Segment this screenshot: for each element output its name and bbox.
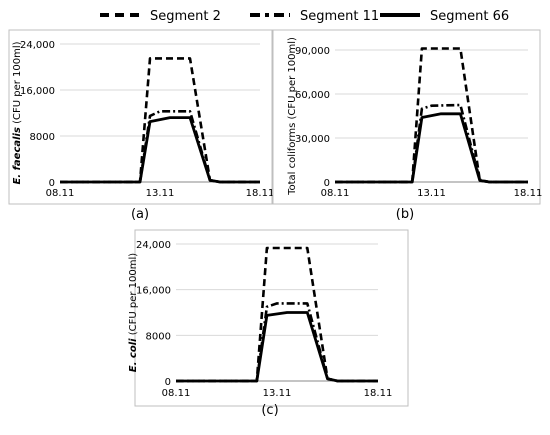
- panel-label: (a): [131, 207, 149, 222]
- y-tick-label: 24,000: [20, 40, 55, 51]
- panel-border: [272, 29, 541, 205]
- y-tick-label: 90,000: [295, 46, 330, 57]
- panel-border: [8, 29, 273, 205]
- legend-label: Segment 11: [300, 9, 379, 24]
- x-tick-label: 13.11: [417, 188, 446, 199]
- y-axis-label: Total coliforms (CFU per 100ml): [287, 37, 298, 196]
- legend-label: Segment 2: [150, 9, 221, 24]
- chart-panel: 0 8000 16,000 24,000 08.11 13.11 18.11 E. faeca…: [8, 29, 275, 222]
- series-line-segment-11: [60, 110, 260, 184]
- panel-label: (b): [396, 207, 414, 222]
- y-tick-label: 16,000: [136, 286, 171, 297]
- x-tick-label: 18.11: [514, 188, 543, 199]
- legend-label: Segment 66: [430, 9, 509, 24]
- chart-panel: 0 30,000 60,000 90,000 08.11 13.11 18.11 Total …: [272, 29, 543, 222]
- x-tick-label: 08.11: [46, 188, 75, 199]
- series-line-segment-66: [176, 311, 378, 383]
- chart-panel: 0 8000 16,000 24,000 08.11 13.11 18.11 E. coli …: [128, 229, 409, 418]
- y-tick-label: 16,000: [20, 86, 55, 97]
- series-line-segment-66: [60, 116, 260, 184]
- y-tick-label: 0: [49, 178, 55, 189]
- x-tick-label: 08.11: [321, 188, 350, 199]
- series-line-segment-66: [335, 112, 528, 184]
- y-axis-label-species: E. faecalis: [12, 127, 23, 185]
- panel-label: (c): [261, 403, 278, 418]
- y-tick-label: 60,000: [295, 90, 330, 101]
- y-axis-label: E. coli (CFU per 100ml): [128, 253, 139, 372]
- y-tick-label: 0: [324, 178, 330, 189]
- y-axis-label-units: Total coliforms (CFU per 100ml): [287, 37, 298, 196]
- x-tick-label: 08.11: [162, 388, 191, 399]
- x-tick-label: 18.11: [246, 188, 275, 199]
- y-axis-label-units: (CFU per 100ml): [128, 253, 139, 339]
- y-axis-label-species: E. coli: [128, 338, 139, 372]
- x-tick-label: 18.11: [364, 388, 393, 399]
- legend: Segment 2 Segment 11 Segment 66: [100, 9, 509, 24]
- panels: 0 8000 16,000 24,000 08.11 13.11 18.11 E. faeca…: [8, 29, 543, 418]
- y-tick-label: 30,000: [295, 134, 330, 145]
- y-axis-label-units: (CFU per 100ml): [12, 41, 23, 127]
- x-tick-label: 13.11: [263, 388, 292, 399]
- y-tick-label: 8000: [146, 331, 171, 342]
- y-tick-label: 24,000: [136, 240, 171, 251]
- y-tick-label: 0: [165, 377, 171, 388]
- y-axis-label: E. faecalis (CFU per 100ml): [12, 41, 23, 184]
- y-tick-label: 8000: [30, 132, 55, 143]
- panel-border: [134, 229, 409, 407]
- x-tick-label: 13.11: [146, 188, 175, 199]
